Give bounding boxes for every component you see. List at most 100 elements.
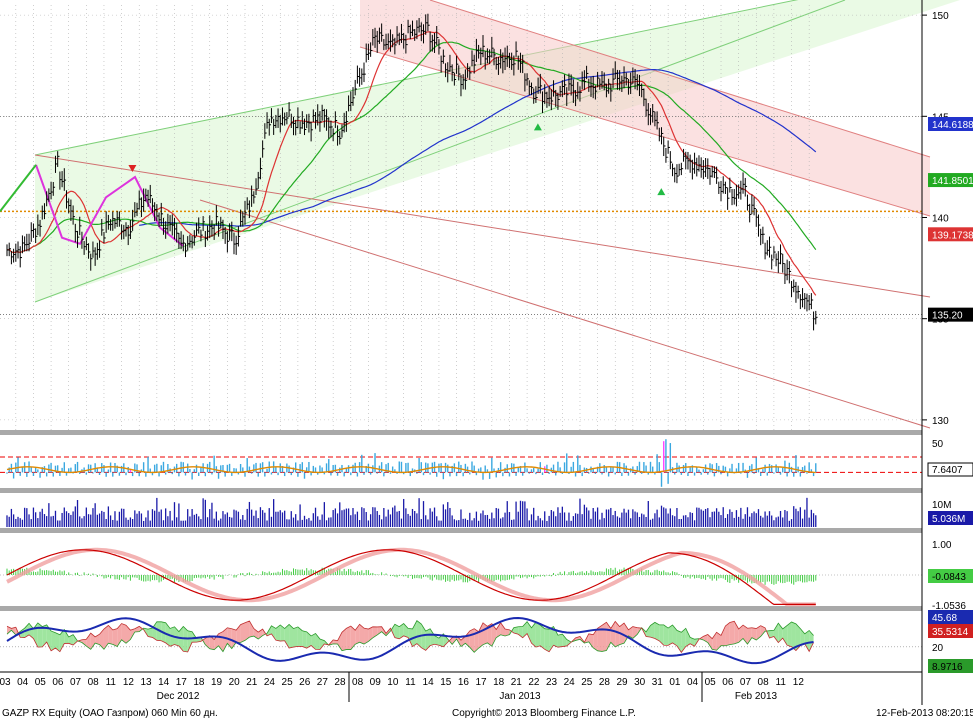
dmi-spread-fill xyxy=(747,627,752,645)
volume-value-box xyxy=(928,511,973,525)
day-tick-label: 14 xyxy=(423,677,435,688)
panel-separator xyxy=(0,606,922,611)
dmi-spread-fill xyxy=(615,621,620,647)
green-channel xyxy=(35,0,960,302)
dmi-plus-line xyxy=(6,620,814,653)
month-label: Dec 2012 xyxy=(157,691,200,702)
dmi-spread-fill xyxy=(663,624,669,646)
moving-averages xyxy=(0,31,817,296)
dmi-spread-fill xyxy=(126,625,131,644)
dmi-spread-fill xyxy=(416,620,422,648)
day-tick-label: 08 xyxy=(88,677,100,688)
dmi-spread-fill xyxy=(350,626,356,650)
day-tick-label: 21 xyxy=(246,677,258,688)
dmi-spread-fill xyxy=(11,627,16,635)
dmi-spread-fill xyxy=(337,632,342,651)
dmi-spread-fill xyxy=(487,623,492,647)
dmi-spread-fill xyxy=(37,622,43,648)
price-tick-label: 150 xyxy=(932,11,949,22)
day-tick-label: 07 xyxy=(740,677,752,688)
dmi-spread-fill xyxy=(500,622,506,636)
red-channel-bottom xyxy=(359,46,931,217)
day-tick-label: 17 xyxy=(176,677,188,688)
panel-separator xyxy=(0,488,922,493)
day-tick-label: 10 xyxy=(387,677,399,688)
dmi-spread-fill xyxy=(593,628,598,651)
dmi-spread-fill xyxy=(103,625,109,650)
dmi-spread-fill xyxy=(209,635,215,650)
day-tick-label: 09 xyxy=(370,677,382,688)
ma-value-tag-box xyxy=(928,117,973,131)
volume-tick: 10M xyxy=(932,500,951,511)
zigzag-leg xyxy=(0,164,37,213)
dmi-spread-fill xyxy=(311,633,316,650)
day-tick-label: 24 xyxy=(264,677,276,688)
dmi-spread-fill xyxy=(192,631,197,643)
price-axis: 150145140135130144.6188141.8501139.17381… xyxy=(921,0,973,705)
footer-ticker: GAZP RX Equity (ОАО Газпром) 060 Min 60 … xyxy=(2,708,218,719)
dmi-spread-fill xyxy=(42,624,47,647)
red-channel-top xyxy=(429,0,931,158)
day-tick-label: 27 xyxy=(317,677,329,688)
dmi-spread-fill xyxy=(86,633,91,650)
dmi-spread-fill xyxy=(95,634,100,645)
dmi-spread-fill xyxy=(187,630,193,652)
day-tick-label: 12 xyxy=(123,677,135,688)
dmi-spread-fill xyxy=(646,625,651,638)
dmi-spread-fill xyxy=(359,624,365,645)
dmi-spread-fill xyxy=(557,634,563,648)
dmi-spread-fill xyxy=(394,624,400,639)
dmi-spread-fill xyxy=(443,633,448,647)
dmi-spread-fill xyxy=(725,622,730,646)
dmi-value: 35.5314 xyxy=(932,627,969,638)
dmi-spread-fill xyxy=(549,626,554,652)
dmi-spread-fill xyxy=(721,625,726,646)
dmi-spread-fill xyxy=(469,628,475,653)
dmi-spread-fill xyxy=(553,626,558,648)
dmi-spread-fill xyxy=(377,626,382,635)
dmi-spread-fill xyxy=(650,622,655,639)
dmi-spread-fill xyxy=(738,625,744,643)
dmi-spread-fill xyxy=(562,634,567,647)
dmi-spread-fill xyxy=(148,628,153,638)
dmi-spread-fill xyxy=(716,632,722,651)
day-tick-label: 01 xyxy=(669,677,681,688)
day-tick-label: 04 xyxy=(17,677,29,688)
day-tick-label: 30 xyxy=(634,677,646,688)
macd-value: -0.0843 xyxy=(932,572,966,583)
dmi-spread-fill xyxy=(795,623,801,651)
dmi-tick: 20 xyxy=(932,643,944,654)
dmi-spread-fill xyxy=(227,627,232,649)
dmi-spread-fill xyxy=(108,625,113,645)
day-tick-label: 21 xyxy=(511,677,523,688)
dmi-spread-fill xyxy=(760,625,766,637)
ma-value-tag: 141.8501 xyxy=(932,176,973,187)
dmi-value-box xyxy=(928,610,973,624)
buy-signal-marker xyxy=(657,188,666,196)
dmi-spread-fill xyxy=(368,626,373,642)
dmi-spread-fill xyxy=(319,639,325,650)
dmi-spread-fill xyxy=(81,639,87,647)
dmi-spread-fill xyxy=(478,622,484,649)
day-tick-label: 29 xyxy=(616,677,628,688)
dmi-spread-fill xyxy=(245,621,250,641)
day-tick-label: 17 xyxy=(475,677,487,688)
dmi-spread-fill xyxy=(289,624,294,648)
month-label: Jan 2013 xyxy=(499,691,541,702)
dmi-spread-fill xyxy=(544,628,550,652)
day-tick-label: 26 xyxy=(299,677,311,688)
dmi-spread-fill xyxy=(751,627,757,641)
dmi-spread-fill xyxy=(372,626,378,638)
dmi-spread-fill xyxy=(588,633,594,648)
day-tick-label: 12 xyxy=(793,677,805,688)
dmi-spread-fill xyxy=(668,625,673,646)
day-tick-label: 11 xyxy=(106,677,117,688)
dmi-spread-fill xyxy=(421,624,426,651)
volume-value: 5.036M xyxy=(932,514,965,525)
dmi-spread-fill xyxy=(531,622,536,648)
dmi-spread-fill xyxy=(804,630,810,652)
day-tick-label: 28 xyxy=(599,677,611,688)
dmi-minus-line xyxy=(6,620,814,654)
dmi-spread-fill xyxy=(130,628,135,640)
